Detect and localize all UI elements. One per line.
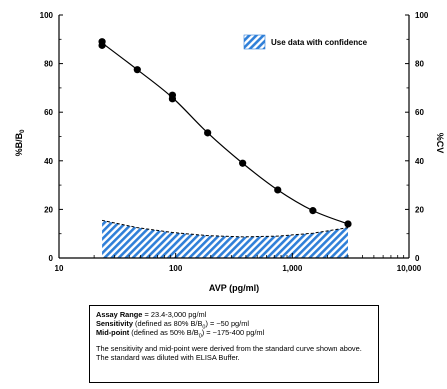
y-title-sub: 0: [20, 129, 26, 133]
cv-area: [102, 220, 348, 258]
midpoint-sub: 0: [198, 333, 202, 340]
data-point: [274, 186, 282, 194]
summary-note: The sensitivity and mid-point were deriv…: [96, 344, 362, 362]
x-axis-title: AVP (pg/ml): [209, 283, 259, 293]
sensitivity-value: ) = ~50 pg/ml: [205, 319, 250, 328]
y-axis-title-left: %B/B0: [14, 129, 26, 157]
midpoint-label: Mid-point: [96, 328, 130, 337]
y-tick-label-right: 100: [415, 11, 429, 20]
data-point: [239, 159, 247, 167]
y-tick-label-right: 20: [415, 205, 424, 214]
assay-range-value: = 23.4-3,000 pg/ml: [142, 310, 207, 319]
midpoint-def: (defined as 50% B/B: [129, 328, 199, 337]
y-tick-label-right: 0: [415, 254, 420, 263]
y-tick-label-right: 40: [415, 157, 424, 166]
y-axis-title-right: %CV: [435, 133, 445, 154]
x-tick-label: 10: [55, 264, 64, 273]
sensitivity-line: Sensitivity (defined as 80% B/B0) = ~50 …: [96, 319, 372, 331]
data-point: [309, 207, 317, 215]
x-tick-label: 1,000: [282, 264, 303, 273]
y-tick-label-left: 80: [44, 60, 53, 69]
cv-line: [101, 219, 349, 238]
y-tick-label-left: 20: [44, 205, 53, 214]
legend-swatch: [243, 34, 266, 50]
data-point: [98, 38, 106, 46]
y-tick-label-left: 100: [40, 11, 54, 20]
assay-range-label: Assay Range: [96, 310, 143, 319]
sensitivity-def: (defined as 80% B/B: [132, 319, 203, 328]
data-point: [168, 91, 177, 99]
sensitivity-label: Sensitivity: [96, 319, 133, 328]
y-tick-label-left: 40: [44, 157, 53, 166]
standard-curve-chart: 0 0 20 20 40 40 60 60 80 80 100 100 10 100 1,000 10,000…: [14, 11, 445, 293]
x-tick-label: 100: [169, 264, 183, 273]
assay-summary-box: Assay Range = 23.4-3,000 pg/ml Sensitivi…: [89, 305, 379, 383]
y-tick-label-left: 60: [44, 108, 53, 117]
x-tick-label: 10,000: [397, 264, 422, 273]
midpoint-line: Mid-point (defined as 50% B/B0) = ~175-4…: [96, 328, 372, 340]
data-point: [344, 220, 352, 228]
y-tick-label-right: 80: [415, 60, 424, 69]
y-tick-label-right: 60: [415, 108, 424, 117]
assay-range-line: Assay Range = 23.4-3,000 pg/ml: [96, 310, 372, 319]
legend-label: Use data with confidence: [271, 38, 368, 47]
y-title-main: %B/B: [14, 132, 24, 156]
data-point: [133, 66, 141, 74]
sensitivity-sub: 0: [202, 324, 206, 331]
data-point: [204, 129, 212, 137]
y-tick-label-left: 0: [49, 254, 54, 263]
midpoint-value: ) = ~175-400 pg/ml: [201, 328, 265, 337]
